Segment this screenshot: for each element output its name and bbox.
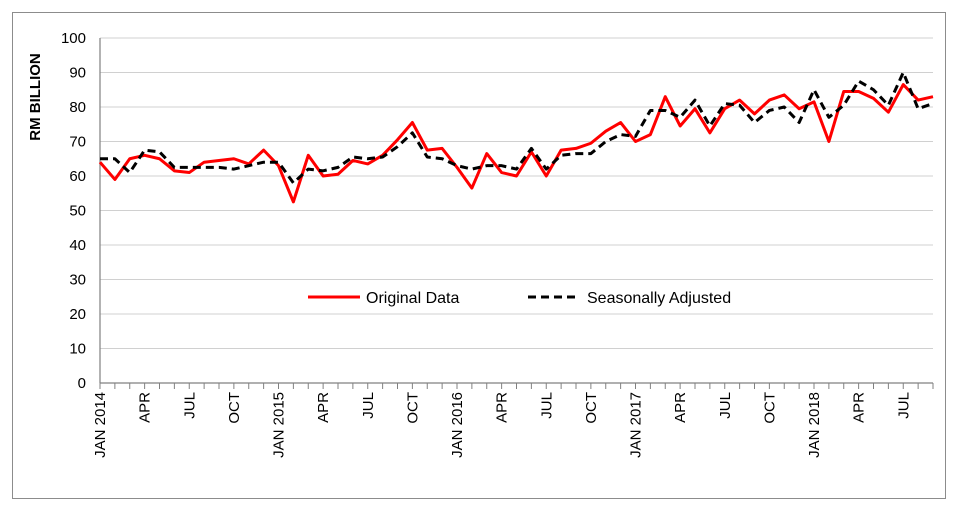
x-tick-label: APR [494, 392, 511, 423]
series-line-original-data [98, 83, 934, 204]
y-tick-label: 20 [69, 306, 86, 323]
y-tick-label: 30 [69, 272, 86, 289]
x-tick-label: JAN 2016 [449, 392, 466, 458]
series-line-seasonally-adjusted [100, 71, 934, 185]
x-axis [99, 38, 934, 389]
x-tick-label: OCT [583, 392, 600, 424]
y-tick-label: 40 [69, 237, 86, 254]
y-tick-label: 50 [69, 203, 86, 220]
y-tick-label: 0 [78, 375, 86, 392]
y-tick-label: 60 [69, 168, 86, 185]
y-tick-label: 10 [69, 341, 86, 358]
legend-label-original: Original Data [366, 290, 459, 307]
x-tick-label: OCT [761, 392, 778, 424]
x-tick-label: APR [137, 392, 154, 423]
y-tick-label: 90 [69, 65, 86, 82]
x-tick-label: JUL [895, 392, 912, 419]
legend: Original Data Seasonally Adjusted [308, 290, 731, 307]
x-tick-label: JAN 2018 [806, 392, 823, 458]
x-tick-label: JAN 2015 [271, 392, 288, 458]
y-tick-labels: 0 10 20 30 40 50 60 70 80 90 100 [61, 30, 86, 392]
x-tick-label: APR [851, 392, 868, 423]
series-lines [98, 71, 934, 204]
x-tick-label: JAN 2017 [628, 392, 645, 458]
x-tick-labels: JAN 2014 APR JUL OCT JAN 2015 APR JUL OCT JAN 20… [92, 392, 912, 458]
x-tick-label: APR [315, 392, 332, 423]
x-tick-label: JUL [538, 392, 555, 419]
x-tick-label: JUL [360, 392, 377, 419]
x-tick-label: OCT [404, 392, 421, 424]
x-tick-label: OCT [226, 392, 243, 424]
x-tick-label: JUL [181, 392, 198, 419]
y-tick-label: 70 [69, 134, 86, 151]
x-tick-label: APR [672, 392, 689, 423]
legend-label-seasonal: Seasonally Adjusted [587, 290, 731, 307]
x-tick-label: JAN 2014 [92, 392, 109, 458]
y-tick-label: 100 [61, 30, 86, 47]
y-axis-label: RM BILLION [27, 53, 44, 141]
gridlines [100, 37, 933, 349]
y-tick-label: 80 [69, 99, 86, 116]
x-tick-label: JUL [717, 392, 734, 419]
chart-frame [12, 12, 946, 499]
